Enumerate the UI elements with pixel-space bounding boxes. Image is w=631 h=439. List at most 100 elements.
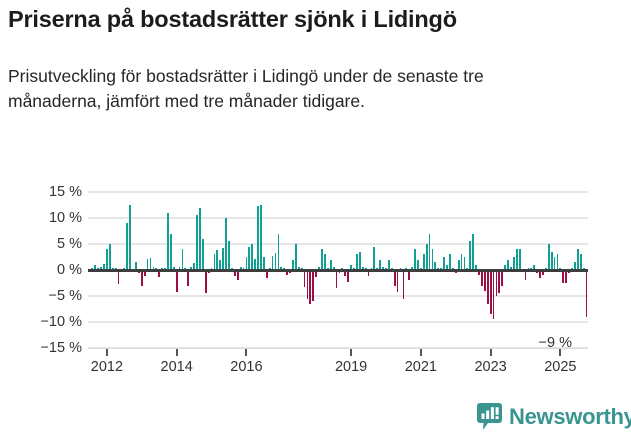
last-value-annotation: −9 % — [538, 334, 572, 351]
bar — [187, 270, 190, 286]
bar — [196, 215, 198, 270]
newsworthy-logo-text: Newsworthy — [509, 403, 631, 429]
bar — [457, 259, 460, 270]
bar — [408, 270, 411, 281]
bar — [463, 257, 466, 270]
bar — [274, 253, 277, 270]
bar — [425, 244, 428, 270]
bar — [236, 270, 239, 281]
bar — [271, 255, 274, 270]
bar — [222, 248, 225, 270]
bar — [315, 270, 318, 277]
x-axis-tick — [489, 349, 492, 356]
bar — [524, 270, 527, 281]
y-axis-labels: 15 % 10 % 5 % 0 % −5 % −10 % −15 % — [0, 184, 82, 356]
bar — [172, 266, 175, 270]
bar — [167, 212, 169, 270]
bar — [515, 249, 518, 270]
bar — [486, 270, 489, 304]
bar — [233, 270, 236, 276]
gridline — [88, 243, 588, 245]
bar — [213, 254, 216, 270]
bar — [257, 206, 259, 270]
plot-area — [88, 191, 588, 349]
bar — [312, 270, 315, 302]
x-axis-tick — [175, 349, 178, 356]
x-axis-tick — [559, 349, 562, 356]
bar — [193, 263, 195, 270]
y-axis-tick-label: 5 % — [57, 236, 82, 252]
x-axis-tick — [105, 349, 108, 356]
bar — [245, 257, 248, 270]
bar — [489, 270, 492, 315]
bar — [201, 238, 204, 270]
bar — [498, 270, 501, 294]
bar — [585, 270, 588, 317]
zero-axis-line — [88, 268, 588, 272]
bar-series — [88, 192, 588, 348]
bar — [149, 258, 152, 270]
bar — [358, 251, 361, 270]
x-axis: 2012 2014 2016 2019 2021 2023 2025 — [88, 348, 588, 388]
bar — [443, 257, 445, 270]
bar — [422, 254, 425, 270]
x-axis-tick-label: 2019 — [334, 359, 368, 375]
bar — [289, 270, 291, 274]
bar — [434, 262, 437, 270]
bar — [294, 244, 297, 270]
bar — [277, 233, 280, 270]
bar — [480, 270, 483, 286]
bar — [117, 270, 120, 284]
bar — [510, 266, 512, 270]
bar — [219, 259, 222, 270]
newsworthy-logo[interactable]: Newsworthy — [477, 403, 631, 430]
bar-chart: 15 % 10 % 5 % 0 % −5 % −10 % −15 % 2012 2014 201… — [0, 180, 631, 395]
bar — [225, 218, 227, 270]
bar — [550, 251, 553, 270]
bar — [475, 264, 477, 270]
bar — [324, 254, 326, 270]
bar — [562, 270, 565, 283]
x-axis-tick — [245, 349, 248, 356]
bar — [565, 270, 568, 283]
bar — [347, 270, 350, 283]
gridline — [88, 191, 588, 193]
bar — [303, 270, 306, 287]
bar — [428, 233, 431, 270]
y-axis-tick-label: 0 % — [57, 262, 82, 278]
bar — [108, 244, 111, 270]
bar — [254, 258, 257, 270]
bar — [504, 264, 507, 270]
bar — [158, 270, 161, 277]
bar — [556, 254, 559, 270]
bar — [329, 259, 332, 270]
bar — [338, 270, 341, 274]
bar — [579, 254, 582, 270]
bar — [547, 244, 550, 270]
bar — [228, 241, 230, 270]
bar — [248, 246, 251, 270]
bar — [478, 270, 480, 276]
x-axis-tick-label: 2023 — [474, 359, 507, 375]
bar — [483, 270, 486, 291]
bar — [286, 270, 289, 276]
bar — [129, 205, 132, 270]
bar — [335, 270, 338, 289]
bar — [321, 249, 323, 270]
bar — [135, 262, 137, 270]
bar — [292, 259, 294, 270]
bar — [469, 241, 472, 270]
x-axis-tick-label: 2014 — [160, 359, 193, 375]
bar — [355, 254, 358, 270]
newsworthy-logo-icon — [477, 403, 502, 430]
bar — [251, 244, 254, 270]
bar — [501, 270, 504, 286]
bar — [553, 257, 556, 270]
page-title: Priserna på bostadsrätter sjönk i Liding… — [8, 6, 457, 32]
bar — [387, 259, 390, 270]
x-axis-line — [88, 348, 588, 349]
bar — [105, 249, 108, 270]
bar — [373, 246, 376, 270]
bar — [507, 259, 509, 270]
